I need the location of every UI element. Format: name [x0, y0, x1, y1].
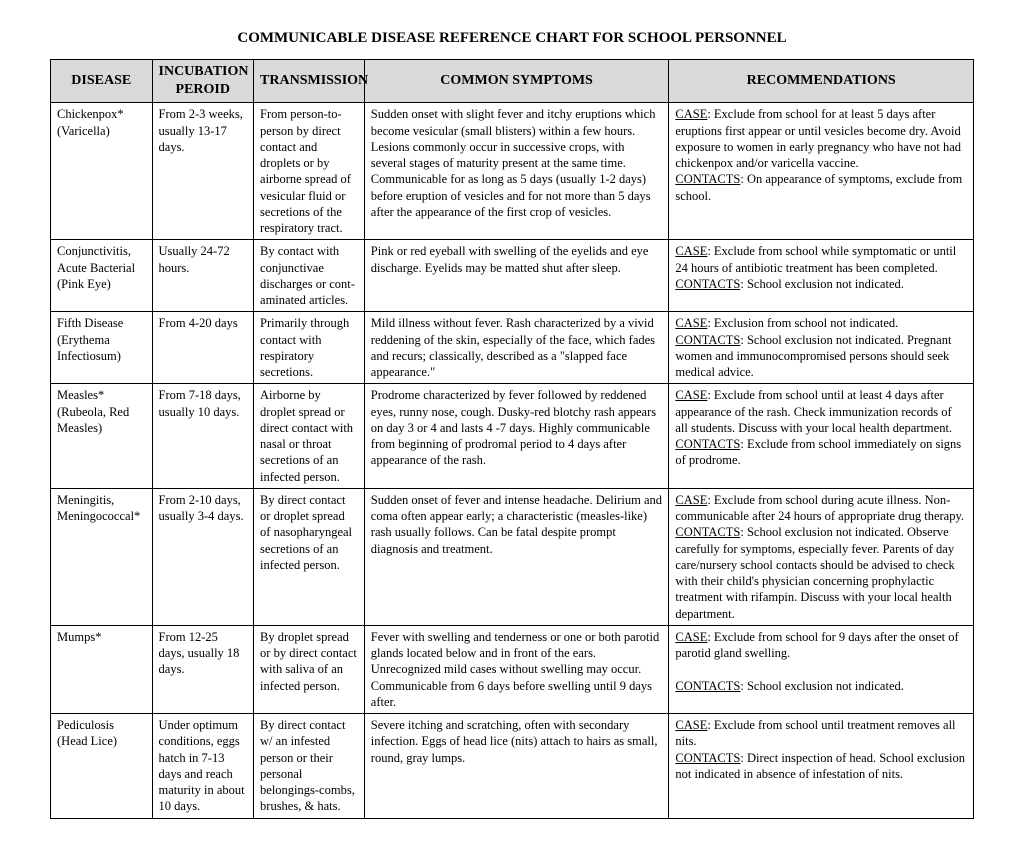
cell-symptoms: Pink or red eyeball with swelling of the… — [364, 240, 669, 312]
cell-symptoms: Mild illness without fever. Rash charact… — [364, 312, 669, 384]
cell-disease: Mumps* — [51, 625, 153, 713]
cell-recommendations: CASE: Exclude from school during acute i… — [669, 488, 974, 625]
cell-incubation: From 12-25 days, usually 18 days. — [152, 625, 254, 713]
cell-transmission: From person-to-person by direct contact … — [254, 103, 365, 240]
cell-disease: Conjunctivitis, Acute Bacterial (Pink Ey… — [51, 240, 153, 312]
cell-symptoms: Sudden onset with slight fever and itchy… — [364, 103, 669, 240]
cell-symptoms: Sudden onset of fever and intense headac… — [364, 488, 669, 625]
cell-recommendations: CASE: Exclude from school for 9 days aft… — [669, 625, 974, 713]
table-row: Mumps*From 12-25 days, usually 18 days.B… — [51, 625, 974, 713]
table-row: Measles* (Rubeola, Red Measles)From 7-18… — [51, 384, 974, 489]
cell-incubation: From 2-10 days, usually 3-4 days. — [152, 488, 254, 625]
page-title: COMMUNICABLE DISEASE REFERENCE CHART FOR… — [50, 30, 974, 47]
cell-symptoms: Prodrome characterized by fever followed… — [364, 384, 669, 489]
cell-recommendations: CASE: Exclude from school until at least… — [669, 384, 974, 489]
cell-incubation: Usually 24-72 hours. — [152, 240, 254, 312]
cell-disease: Chickenpox* (Varicella) — [51, 103, 153, 240]
table-header-row: DISEASE INCUBATION PEROID TRANSMISSION C… — [51, 60, 974, 103]
cell-incubation: From 4-20 days — [152, 312, 254, 384]
table-row: Meningitis, Meningococcal*From 2-10 days… — [51, 488, 974, 625]
table-row: Conjunctivitis, Acute Bacterial (Pink Ey… — [51, 240, 974, 312]
cell-transmission: Primarily through contact with respirato… — [254, 312, 365, 384]
cell-transmission: By contact with conjunctivae discharges … — [254, 240, 365, 312]
cell-disease: Fifth Disease (Erythema Infectiosum) — [51, 312, 153, 384]
cell-transmission: By droplet spread or by direct contact w… — [254, 625, 365, 713]
header-disease: DISEASE — [51, 60, 153, 103]
cell-recommendations: CASE: Exclude from school while symptoma… — [669, 240, 974, 312]
cell-symptoms: Fever with swelling and tenderness or on… — [364, 625, 669, 713]
header-incubation: INCUBATION PEROID — [152, 60, 254, 103]
cell-transmission: By direct contact or droplet spread of n… — [254, 488, 365, 625]
cell-disease: Pediculosis (Head Lice) — [51, 714, 153, 819]
header-symptoms: COMMON SYMPTOMS — [364, 60, 669, 103]
cell-incubation: Under optimum conditions, eggs hatch in … — [152, 714, 254, 819]
disease-table: DISEASE INCUBATION PEROID TRANSMISSION C… — [50, 59, 974, 819]
table-row: Chickenpox* (Varicella)From 2-3 weeks, u… — [51, 103, 974, 240]
header-recommendations: RECOMMENDATIONS — [669, 60, 974, 103]
cell-incubation: From 2-3 weeks, usually 13-17 days. — [152, 103, 254, 240]
table-row: Pediculosis (Head Lice)Under optimum con… — [51, 714, 974, 819]
cell-disease: Meningitis, Meningococcal* — [51, 488, 153, 625]
cell-recommendations: CASE: Exclude from school until treatmen… — [669, 714, 974, 819]
cell-recommendations: CASE: Exclusion from school not indicate… — [669, 312, 974, 384]
table-row: Fifth Disease (Erythema Infectiosum)From… — [51, 312, 974, 384]
cell-transmission: Airborne by droplet spread or direct con… — [254, 384, 365, 489]
cell-recommendations: CASE: Exclude from school for at least 5… — [669, 103, 974, 240]
cell-symptoms: Severe itching and scratching, often wit… — [364, 714, 669, 819]
cell-incubation: From 7-18 days, usually 10 days. — [152, 384, 254, 489]
cell-disease: Measles* (Rubeola, Red Measles) — [51, 384, 153, 489]
cell-transmission: By direct contact w/ an infested person … — [254, 714, 365, 819]
header-transmission: TRANSMISSION — [254, 60, 365, 103]
